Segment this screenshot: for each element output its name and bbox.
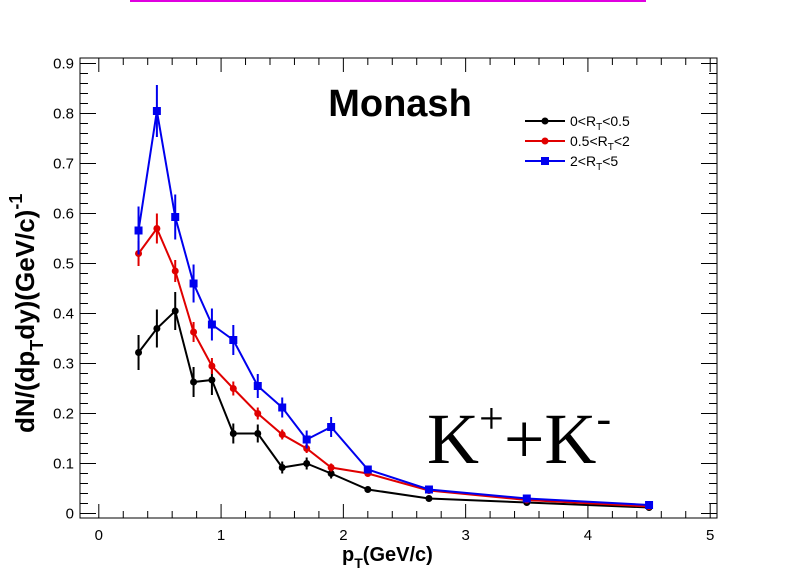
legend-marker bbox=[541, 137, 549, 145]
legend: 0<RT<0.50.5<RT<22<RT<5 bbox=[525, 113, 630, 173]
y-tick-label: 0 bbox=[66, 506, 74, 523]
data-point bbox=[254, 430, 262, 437]
x-tick-label: 3 bbox=[461, 527, 469, 544]
data-point bbox=[171, 267, 179, 275]
data-point bbox=[190, 378, 198, 386]
legend-label: 0.5<RT<2 bbox=[570, 133, 630, 153]
y-axis: 0 0.1 0.2 0.3 0.4 0.5 0.6 0.7 0.8 0.9 bbox=[53, 56, 717, 523]
x-axis: 0 1 2 3 4 5 bbox=[95, 58, 714, 544]
data-point bbox=[424, 485, 433, 494]
particle-annotation: K++K- bbox=[427, 394, 611, 479]
x-tick-label: 2 bbox=[339, 527, 347, 544]
x-tick-label: 4 bbox=[584, 527, 592, 544]
data-point bbox=[135, 349, 143, 356]
y-tick-label: 0.7 bbox=[53, 156, 74, 173]
x-tick-label: 0 bbox=[95, 527, 103, 544]
data-point bbox=[134, 226, 143, 235]
legend-marker bbox=[541, 117, 549, 125]
data-point bbox=[364, 486, 372, 493]
y-tick-label: 0.5 bbox=[53, 256, 74, 273]
y-tick-label: 0.3 bbox=[53, 356, 74, 373]
data-point bbox=[229, 336, 238, 344]
data-point bbox=[278, 431, 286, 438]
legend-label: 0<RT<0.5 bbox=[570, 113, 630, 133]
data-point bbox=[645, 501, 654, 509]
series-layer bbox=[134, 85, 654, 511]
data-point bbox=[327, 470, 335, 477]
y-axis-title: dN/(dpTdy)(GeV/c)-1 bbox=[6, 194, 47, 433]
data-point bbox=[171, 213, 180, 221]
data-point bbox=[278, 403, 287, 412]
data-point bbox=[207, 320, 216, 329]
series-line bbox=[137, 309, 650, 509]
series-group bbox=[134, 85, 654, 509]
series-group bbox=[135, 213, 653, 510]
data-point bbox=[425, 495, 433, 502]
y-tick-label: 0.8 bbox=[53, 106, 74, 123]
data-point bbox=[190, 328, 198, 336]
y-tick-label: 0.1 bbox=[53, 456, 74, 473]
data-point bbox=[254, 410, 262, 417]
data-point bbox=[363, 465, 372, 474]
data-point bbox=[522, 494, 531, 503]
legend-label: 2<RT<5 bbox=[570, 153, 618, 173]
data-point bbox=[278, 464, 286, 471]
plot-frame bbox=[79, 57, 718, 519]
x-axis-title: pT(GeV/c) bbox=[342, 544, 433, 571]
data-point bbox=[189, 279, 198, 288]
data-point bbox=[303, 460, 311, 467]
data-point bbox=[327, 464, 335, 471]
x-tick-label: 5 bbox=[706, 527, 714, 544]
data-point bbox=[153, 325, 161, 332]
y-tick-label: 0.9 bbox=[53, 56, 74, 73]
data-point bbox=[253, 382, 262, 390]
data-point bbox=[302, 435, 311, 444]
data-point bbox=[171, 307, 179, 315]
legend-marker bbox=[541, 157, 549, 165]
data-point bbox=[153, 225, 161, 232]
data-point bbox=[208, 376, 216, 384]
series-line bbox=[137, 110, 650, 506]
data-point bbox=[229, 385, 237, 392]
x-tick-label: 1 bbox=[217, 527, 225, 544]
series-line bbox=[137, 226, 650, 508]
data-point bbox=[327, 423, 336, 431]
data-point bbox=[229, 430, 237, 437]
data-point bbox=[208, 362, 216, 370]
y-tick-label: 0.2 bbox=[53, 406, 74, 423]
y-tick-label: 0.4 bbox=[53, 306, 74, 323]
data-point bbox=[152, 107, 161, 115]
model-annotation: Monash bbox=[328, 83, 472, 125]
y-tick-label: 0.6 bbox=[53, 206, 74, 223]
